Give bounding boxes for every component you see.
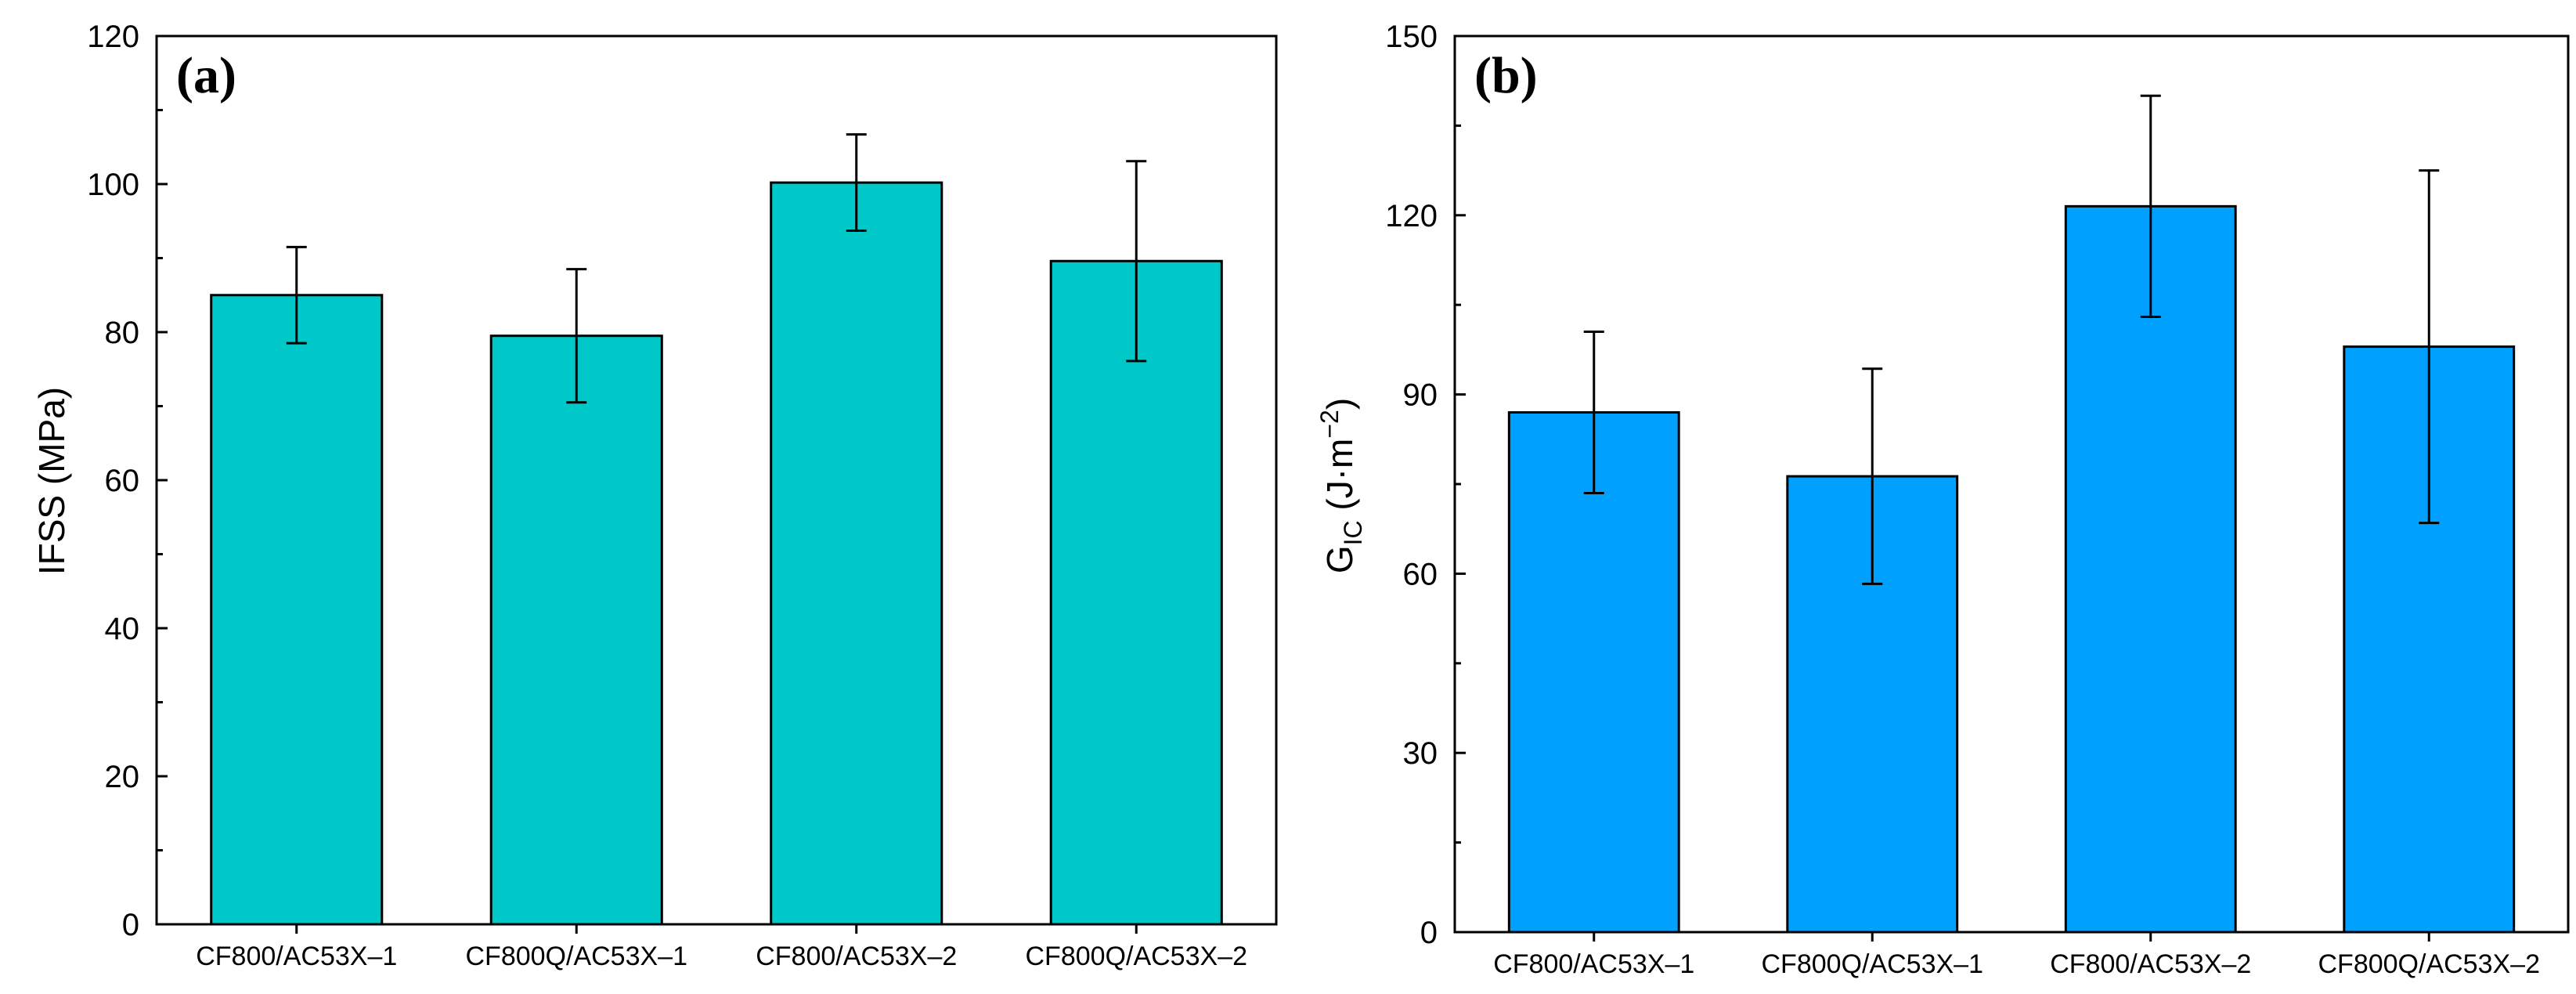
panel-b-y-tick-label-4: 120 bbox=[1385, 199, 1438, 233]
panel-a-bar-2 bbox=[489, 334, 663, 926]
panel-a-error-bar-3 bbox=[846, 133, 867, 233]
panel-a-x-ticks: CF800/AC53X–1 CF800Q/AC53X–1 CF800/AC53X–2… bbox=[196, 924, 1247, 971]
panel-b-label: (b) bbox=[1474, 47, 1538, 104]
panel-a-y-tick-label-5: 100 bbox=[87, 168, 139, 202]
panel-b-y-title-units: (J·m bbox=[1319, 439, 1360, 521]
panel-a-x-tick-label-4: CF800Q/AC53X–2 bbox=[1026, 942, 1248, 971]
panel-b-x-tick-label-1: CF800/AC53X–1 bbox=[1493, 949, 1694, 979]
panel-b-y-title-main: G bbox=[1319, 545, 1360, 573]
panel-a-label: (a) bbox=[176, 47, 236, 104]
panel-b-y-ticks: 0 30 60 90 120 150 bbox=[1385, 20, 1466, 950]
panel-a-x-tick-label-2: CF800Q/AC53X–1 bbox=[466, 942, 688, 971]
panel-b-error-bar-1 bbox=[1583, 331, 1604, 494]
panel-a-error-bar-2 bbox=[566, 268, 587, 404]
panel-a-bar-3 bbox=[770, 181, 943, 926]
panel-a: 0 20 40 60 80 100 120 CF800/AC53X–1 CF800Q/AC53… bbox=[31, 20, 1278, 971]
panel-b-y-tick-label-5: 150 bbox=[1385, 20, 1438, 54]
panel-a-y-axis-title: IFSS (MPa) bbox=[31, 387, 72, 575]
panel-b-x-tick-label-4: CF800Q/AC53X–2 bbox=[2318, 949, 2541, 979]
panel-b-error-bar-2 bbox=[1862, 367, 1883, 585]
panel-a-y-tick-label-0: 0 bbox=[122, 908, 139, 942]
panel-a-y-tick-label-6: 120 bbox=[87, 20, 139, 54]
panel-a-bar-4 bbox=[1049, 259, 1223, 926]
panel-b-bars bbox=[1507, 204, 2516, 934]
panel-b-y-tick-label-1: 30 bbox=[1403, 736, 1438, 771]
panel-a-x-tick-label-1: CF800/AC53X–1 bbox=[196, 942, 397, 971]
panel-a-x-tick-label-3: CF800/AC53X–2 bbox=[756, 942, 957, 971]
panel-a-error-bars bbox=[286, 133, 1147, 404]
panel-b-y-title-close: ) bbox=[1319, 398, 1360, 410]
panel-b-x-ticks: CF800/AC53X–1 CF800Q/AC53X–1 CF800/AC53X–2… bbox=[1493, 932, 2540, 979]
panel-b: 0 30 60 90 120 150 CF800/AC53X–1 CF800Q/AC53X–… bbox=[1315, 20, 2570, 979]
panel-a-y-tick-label-4: 80 bbox=[105, 316, 140, 350]
panel-a-y-tick-label-1: 20 bbox=[105, 760, 140, 794]
panel-b-y-title-sub: IC bbox=[1339, 520, 1367, 545]
panel-a-error-bar-4 bbox=[1126, 160, 1147, 363]
panel-b-y-tick-label-3: 90 bbox=[1403, 378, 1438, 413]
panel-a-y-tick-label-2: 40 bbox=[105, 612, 140, 646]
panel-b-error-bar-3 bbox=[2140, 94, 2161, 318]
panel-b-x-tick-label-3: CF800/AC53X–2 bbox=[2050, 949, 2251, 979]
panel-b-y-tick-label-2: 60 bbox=[1403, 557, 1438, 591]
panel-a-error-bar-1 bbox=[286, 245, 307, 345]
panel-a-bars bbox=[210, 181, 1223, 926]
panel-b-bar-1 bbox=[1507, 410, 1680, 934]
panel-a-y-ticks: 0 20 40 60 80 100 120 bbox=[87, 20, 168, 942]
panel-b-error-bars bbox=[1583, 94, 2440, 585]
panel-b-y-tick-label-0: 0 bbox=[1420, 916, 1438, 950]
panel-a-bar-1 bbox=[210, 294, 384, 926]
panel-b-y-axis-title: GIC (J·m−2) bbox=[1315, 398, 1367, 573]
panel-b-bar-3 bbox=[2064, 204, 2237, 934]
panel-b-y-title-sup: −2 bbox=[1315, 410, 1344, 438]
panel-b-error-bar-4 bbox=[2419, 169, 2440, 525]
panel-a-y-tick-label-3: 60 bbox=[105, 464, 140, 498]
panel-b-x-tick-label-2: CF800Q/AC53X–1 bbox=[1762, 949, 1984, 979]
